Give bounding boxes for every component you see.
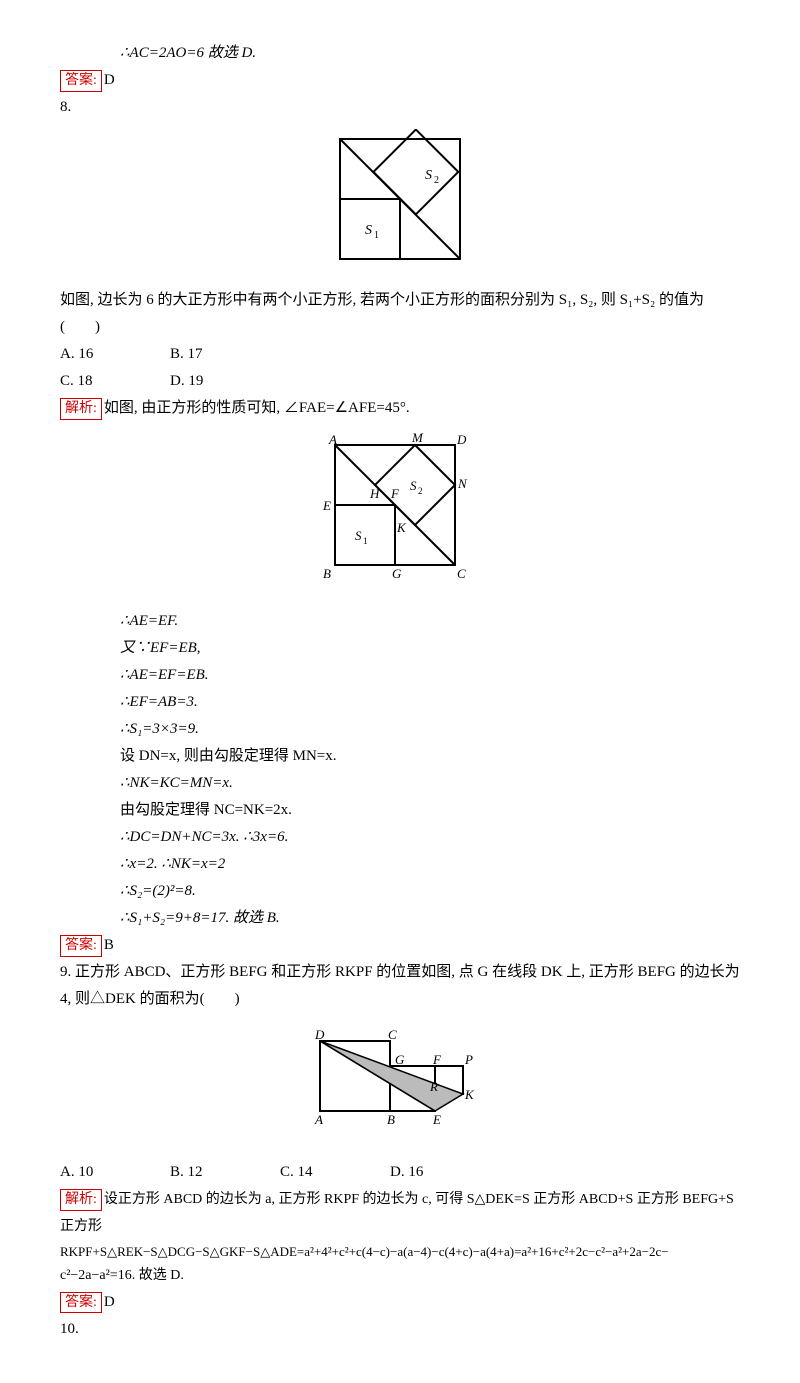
svg-text:S: S xyxy=(410,478,417,493)
q10-num: 10. xyxy=(60,1316,740,1343)
svg-text:H: H xyxy=(369,486,380,501)
opt-a: A. 16 xyxy=(60,341,170,368)
q8-opts: A. 16B. 17 C. 18D. 19 xyxy=(60,341,740,395)
svg-text:E: E xyxy=(322,498,331,513)
answer-label: 答案: xyxy=(60,935,102,957)
answer-9: 答案:D xyxy=(60,1289,740,1316)
p12: ∴S₁+S₂=9+8=17. 故选 B. xyxy=(60,905,740,932)
p3: ∴AE=EF=EB. xyxy=(60,662,740,689)
svg-text:S: S xyxy=(365,223,372,238)
svg-text:P: P xyxy=(464,1052,473,1067)
p9: ∴DC=DN+NC=3x. ∴3x=6. xyxy=(60,824,740,851)
p2: 又∵EF=EB, xyxy=(60,635,740,662)
svg-text:A: A xyxy=(314,1112,323,1127)
p11: ∴S₂=(2)²=8. xyxy=(60,878,740,905)
svg-text:D: D xyxy=(456,432,467,447)
answer-8: 答案:B xyxy=(60,932,740,959)
analysis-9c: c²−2a−a²=16. 故选 D. xyxy=(60,1263,740,1288)
p10: ∴x=2. ∴NK=x=2 xyxy=(60,851,740,878)
p1: ∴AE=EF. xyxy=(60,608,740,635)
p7: ∴NK=KC=MN=x. xyxy=(60,770,740,797)
svg-text:B: B xyxy=(323,566,331,581)
svg-text:G: G xyxy=(395,1052,405,1067)
opt-b: B. 17 xyxy=(170,341,280,368)
q8-num: 8. xyxy=(60,94,740,121)
svg-text:2: 2 xyxy=(418,486,423,496)
p6: 设 DN=x, 则由勾股定理得 MN=x. xyxy=(60,743,740,770)
svg-text:E: E xyxy=(432,1112,441,1127)
svg-text:A: A xyxy=(328,432,337,447)
svg-text:F: F xyxy=(390,486,400,501)
q9-text: 9. 正方形 ABCD、正方形 BEFG 和正方形 RKPF 的位置如图, 点 … xyxy=(60,959,740,1013)
svg-text:S: S xyxy=(425,168,432,183)
svg-text:B: B xyxy=(387,1112,395,1127)
svg-text:C: C xyxy=(457,566,466,581)
opt-a: A. 10 xyxy=(60,1159,170,1186)
opt-c: C. 18 xyxy=(60,368,170,395)
svg-text:1: 1 xyxy=(374,230,379,241)
figure-2: A M D N E H F S2 K S1 B G C xyxy=(60,430,740,600)
analysis-9: 解析:设正方形 ABCD 的边长为 a, 正方形 RKPF 的边长为 c, 可得… xyxy=(60,1186,740,1240)
analysis-8: 解析:如图, 由正方形的性质可知, ∠FAE=∠AFE=45°. xyxy=(60,395,740,422)
svg-text:S: S xyxy=(355,528,362,543)
answer-label: 答案: xyxy=(60,70,102,92)
svg-text:F: F xyxy=(432,1052,442,1067)
answer-7: 答案:D xyxy=(60,67,740,94)
p4: ∴EF=AB=3. xyxy=(60,689,740,716)
analysis-label: 解析: xyxy=(60,398,102,420)
svg-text:2: 2 xyxy=(434,175,439,186)
svg-text:M: M xyxy=(411,430,424,445)
opt-c: C. 14 xyxy=(280,1159,390,1186)
svg-text:N: N xyxy=(457,476,468,491)
analysis-9b: RKPF+S△REK−S△DCG−S△GKF−S△ADE=a²+4²+c²+c(… xyxy=(60,1240,740,1263)
q9-opts: A. 10B. 12C. 14D. 16 xyxy=(60,1159,740,1186)
svg-text:K: K xyxy=(464,1087,475,1102)
analysis-label: 解析: xyxy=(60,1189,102,1211)
svg-text:K: K xyxy=(396,520,407,535)
svg-text:1: 1 xyxy=(363,536,368,546)
answer-label: 答案: xyxy=(60,1292,102,1314)
svg-text:C: C xyxy=(388,1027,397,1042)
opt-d: D. 19 xyxy=(170,368,280,395)
opt-b: B. 12 xyxy=(170,1159,280,1186)
line-1: ∴AC=2AO=6 故选 D. xyxy=(60,40,740,67)
svg-text:D: D xyxy=(314,1027,325,1042)
p8: 由勾股定理得 NC=NK=2x. xyxy=(60,797,740,824)
svg-text:R: R xyxy=(429,1079,438,1094)
opt-d: D. 16 xyxy=(390,1159,500,1186)
q8-text: 如图, 边长为 6 的大正方形中有两个小正方形, 若两个小正方形的面积分别为 S… xyxy=(60,287,740,341)
figure-1: S1 S2 xyxy=(60,129,740,279)
p5: ∴S₁=3×3=9. xyxy=(60,716,740,743)
svg-text:G: G xyxy=(392,566,402,581)
